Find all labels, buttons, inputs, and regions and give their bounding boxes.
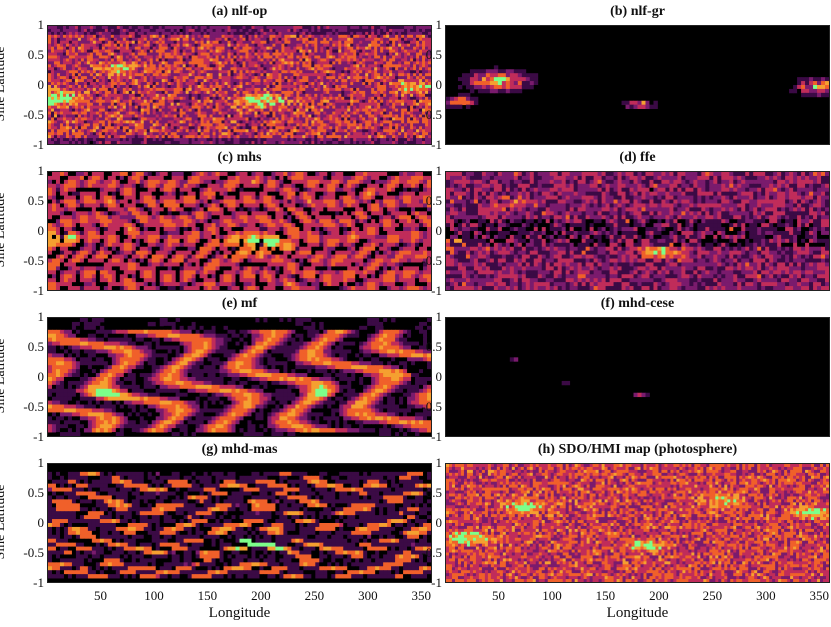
y-tick-label: -0.5 bbox=[412, 253, 442, 269]
x-tick-label: 350 bbox=[799, 588, 831, 604]
y-tick-label: -0.5 bbox=[14, 253, 44, 269]
y-axis-label: Sine Latitude bbox=[0, 170, 9, 290]
y-axis-label: Sine Latitude bbox=[0, 462, 9, 582]
heatmap-g bbox=[47, 463, 432, 583]
panel-title-b: (b) nlf-gr bbox=[445, 4, 830, 20]
y-tick-label: -0.5 bbox=[14, 399, 44, 415]
x-tick-label: 300 bbox=[348, 588, 388, 604]
x-tick-label: 200 bbox=[639, 588, 679, 604]
x-tick-label: 350 bbox=[401, 588, 441, 604]
x-tick-label: 250 bbox=[294, 588, 334, 604]
x-tick-label: 100 bbox=[134, 588, 174, 604]
y-tick-label: -1 bbox=[412, 137, 442, 153]
y-tick-label: -1 bbox=[14, 429, 44, 445]
x-tick-label: 250 bbox=[692, 588, 732, 604]
panel-title-a: (a) nlf-op bbox=[47, 4, 432, 20]
y-axis-label: Sine Latitude bbox=[0, 316, 9, 436]
panel-title-c: (c) mhs bbox=[47, 150, 432, 166]
x-tick-label: 200 bbox=[241, 588, 281, 604]
y-tick-label: -0.5 bbox=[412, 107, 442, 123]
y-tick-label: -0.5 bbox=[412, 545, 442, 561]
y-tick-label: 0 bbox=[14, 515, 45, 531]
y-tick-label: -1 bbox=[412, 429, 442, 445]
x-tick-label: 150 bbox=[585, 588, 625, 604]
y-tick-label: -1 bbox=[412, 283, 442, 299]
x-tick-label: 150 bbox=[187, 588, 227, 604]
y-tick-label: -1 bbox=[412, 575, 442, 591]
y-tick-label: 1 bbox=[14, 17, 45, 33]
y-tick-label: 0.5 bbox=[14, 339, 44, 355]
y-tick-label: 1 bbox=[412, 455, 443, 471]
panel-title-h: (h) SDO/HMI map (photosphere) bbox=[445, 442, 830, 458]
y-tick-label: 0.5 bbox=[14, 193, 44, 209]
y-tick-label: -1 bbox=[14, 575, 44, 591]
y-tick-label: 0.5 bbox=[14, 47, 44, 63]
heatmap-c bbox=[47, 171, 432, 291]
heatmap-a bbox=[47, 25, 432, 145]
heatmap-b bbox=[445, 25, 830, 145]
y-tick-label: 0.5 bbox=[14, 485, 44, 501]
y-tick-label: 1 bbox=[412, 163, 443, 179]
y-tick-label: 0 bbox=[14, 77, 45, 93]
heatmap-e bbox=[47, 317, 432, 437]
y-tick-label: 1 bbox=[412, 309, 443, 325]
y-tick-label: 0.5 bbox=[412, 193, 442, 209]
y-tick-label: 0.5 bbox=[412, 485, 442, 501]
y-tick-label: -0.5 bbox=[14, 107, 44, 123]
y-tick-label: 1 bbox=[14, 455, 45, 471]
y-tick-label: 0 bbox=[14, 223, 45, 239]
x-tick-label: 300 bbox=[746, 588, 786, 604]
y-tick-label: 0.5 bbox=[412, 339, 442, 355]
y-axis-label: Sine Latitude bbox=[0, 24, 9, 144]
y-tick-label: 0 bbox=[412, 223, 443, 239]
heatmap-f bbox=[445, 317, 830, 437]
panel-title-g: (g) mhd-mas bbox=[47, 442, 432, 458]
y-tick-label: -0.5 bbox=[412, 399, 442, 415]
y-tick-label: 0 bbox=[412, 77, 443, 93]
y-tick-label: 1 bbox=[14, 163, 45, 179]
y-tick-label: -1 bbox=[14, 283, 44, 299]
panel-title-f: (f) mhd-cese bbox=[445, 296, 830, 312]
y-tick-label: 0 bbox=[412, 369, 443, 385]
heatmap-h bbox=[445, 463, 830, 583]
x-axis-label: Longitude bbox=[180, 605, 300, 622]
y-tick-label: 1 bbox=[412, 17, 443, 33]
heatmap-d bbox=[445, 171, 830, 291]
y-tick-label: -1 bbox=[14, 137, 44, 153]
y-tick-label: 1 bbox=[14, 309, 45, 325]
x-tick-label: 50 bbox=[80, 588, 120, 604]
y-tick-label: 0 bbox=[14, 369, 45, 385]
y-tick-label: -0.5 bbox=[14, 545, 44, 561]
x-tick-label: 100 bbox=[532, 588, 572, 604]
x-tick-label: 50 bbox=[478, 588, 518, 604]
panel-title-e: (e) mf bbox=[47, 296, 432, 312]
panel-title-d: (d) ffe bbox=[445, 150, 830, 166]
y-tick-label: 0.5 bbox=[412, 47, 442, 63]
y-tick-label: 0 bbox=[412, 515, 443, 531]
x-axis-label: Longitude bbox=[578, 605, 698, 622]
